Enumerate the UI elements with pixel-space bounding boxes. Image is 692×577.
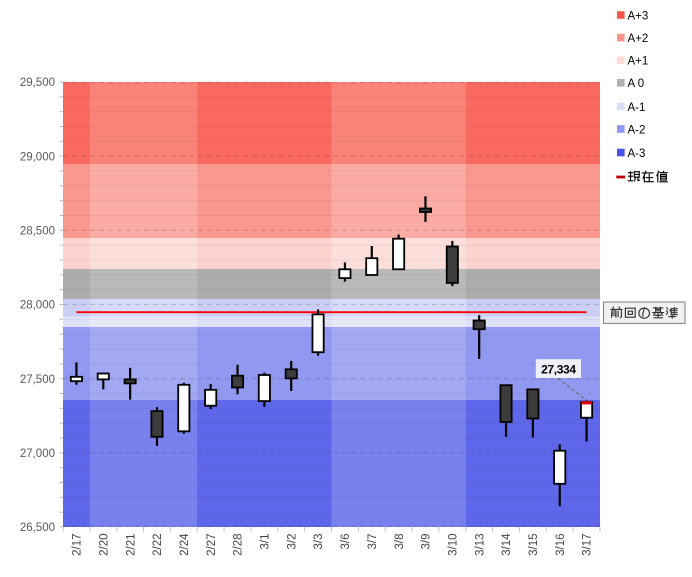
svg-text:3/10: 3/10 [447,534,459,556]
svg-text:A+1: A+1 [628,56,649,68]
svg-text:2/27: 2/27 [206,534,218,556]
svg-text:3/15: 3/15 [528,534,540,556]
svg-text:29,500: 29,500 [20,77,55,89]
svg-text:A+3: A+3 [628,10,649,22]
svg-text:A-2: A-2 [628,124,646,136]
svg-text:2/24: 2/24 [179,533,191,556]
svg-text:3/2: 3/2 [286,534,298,550]
svg-text:A-1: A-1 [628,102,646,114]
svg-text:2/20: 2/20 [98,534,110,556]
svg-text:2/21: 2/21 [125,534,137,556]
svg-text:2/28: 2/28 [233,534,245,556]
svg-text:3/9: 3/9 [421,534,433,550]
svg-text:29,000: 29,000 [20,151,55,163]
svg-text:A-3: A-3 [628,148,646,160]
svg-text:27,000: 27,000 [20,448,55,460]
svg-text:2/22: 2/22 [152,534,164,556]
svg-text:27,500: 27,500 [20,374,55,386]
svg-text:A 0: A 0 [628,78,645,90]
svg-text:3/14: 3/14 [501,533,513,556]
svg-text:28,000: 28,000 [20,300,55,312]
svg-text:3/17: 3/17 [582,534,594,556]
svg-text:3/13: 3/13 [474,534,486,556]
svg-text:3/16: 3/16 [555,534,567,556]
svg-text:3/3: 3/3 [313,534,325,550]
svg-text:2/17: 2/17 [72,534,84,556]
svg-text:26,500: 26,500 [20,522,55,534]
svg-text:3/6: 3/6 [340,534,352,550]
svg-text:A+2: A+2 [628,33,649,45]
svg-text:3/7: 3/7 [367,534,379,550]
svg-text:27,334: 27,334 [541,363,576,377]
svg-text:3/8: 3/8 [394,534,406,550]
svg-text:3/1: 3/1 [260,534,272,550]
svg-text:28,500: 28,500 [20,225,55,237]
